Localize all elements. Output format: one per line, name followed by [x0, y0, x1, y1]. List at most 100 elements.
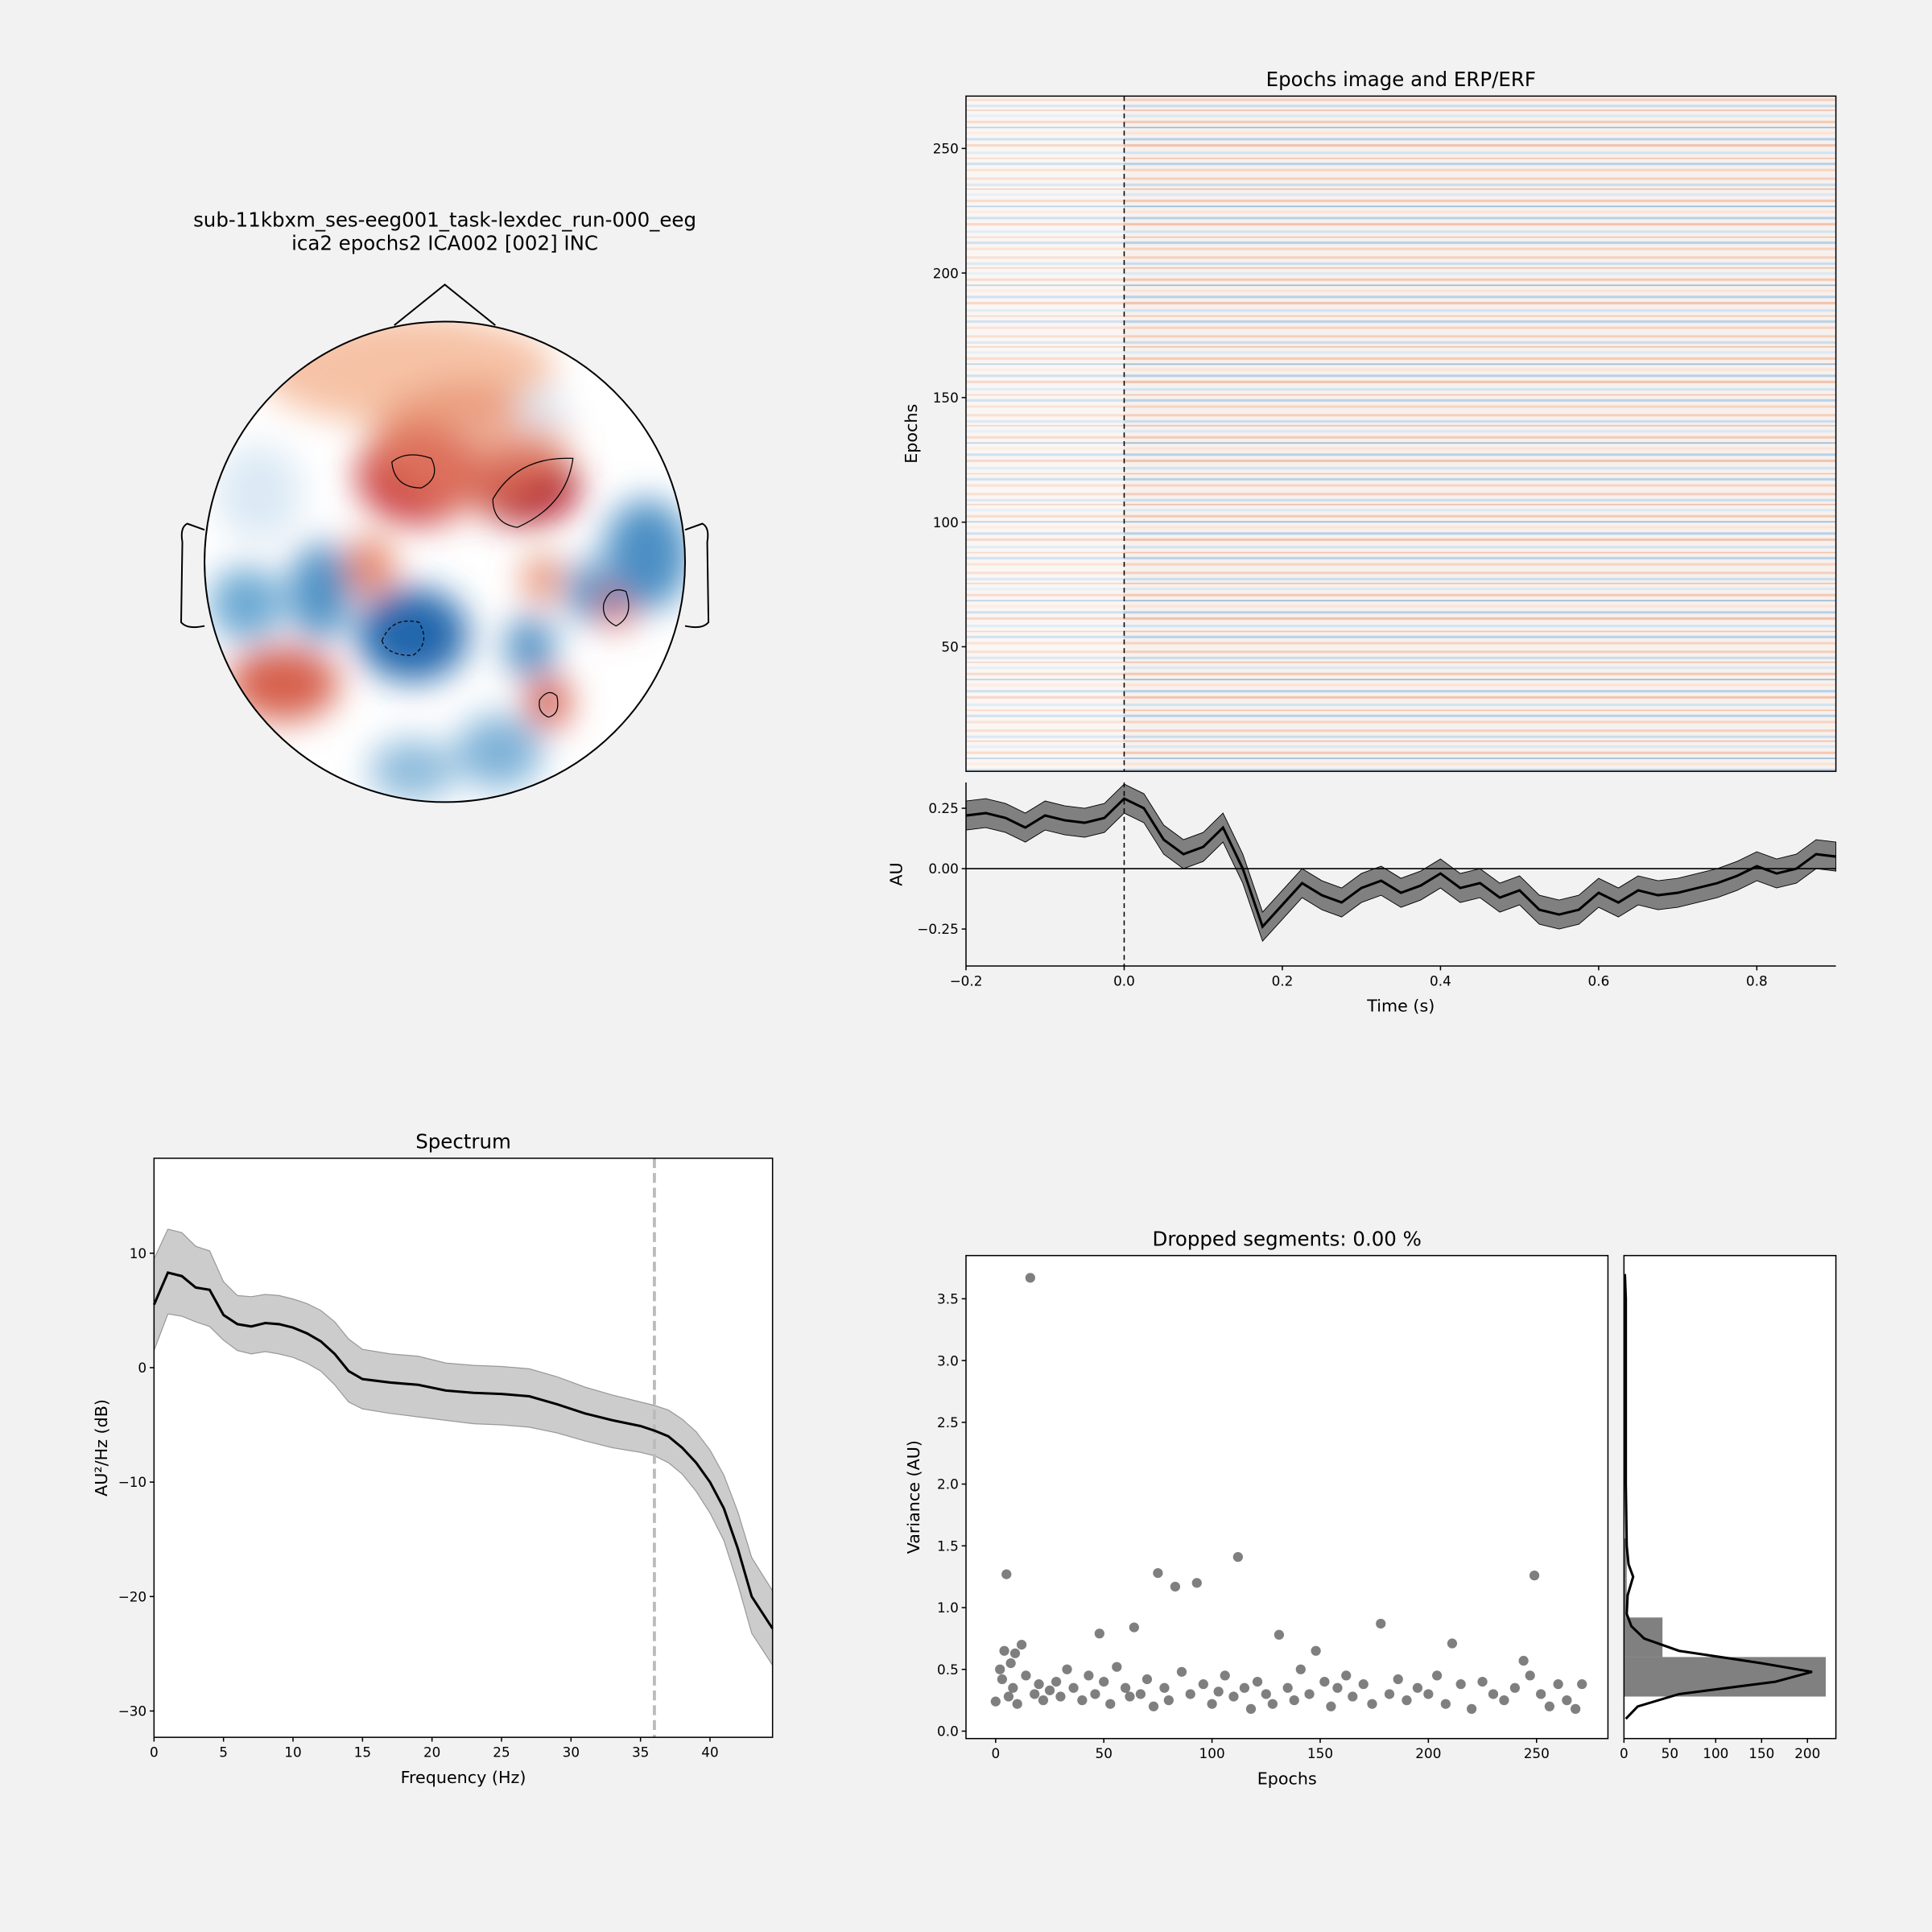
x-tick-label: 0 — [150, 1744, 159, 1761]
x-tick-label: 15 — [354, 1744, 371, 1761]
axes-title: Spectrum — [415, 1130, 511, 1154]
point — [1207, 1699, 1217, 1709]
point — [1176, 1666, 1187, 1677]
point — [1008, 1682, 1018, 1693]
y-tick-label: −10 — [118, 1474, 147, 1490]
y-tick-label: 0.00 — [928, 861, 958, 877]
topomap-title: ica2 epochs2 ICA002 [002] INC — [291, 232, 598, 255]
x-tick-label: 0.6 — [1588, 972, 1610, 989]
point — [1213, 1686, 1224, 1697]
point — [1153, 1567, 1163, 1579]
point — [1232, 1551, 1243, 1563]
kde-line — [1623, 1274, 1813, 1720]
point — [1402, 1695, 1412, 1706]
y-tick-label: 0.5 — [937, 1662, 959, 1678]
x-tick-label: 0 — [1620, 1745, 1629, 1761]
point — [1455, 1679, 1466, 1690]
point — [1536, 1689, 1546, 1699]
y-tick-label: 250 — [933, 141, 959, 157]
x-tick-label: 10 — [284, 1744, 301, 1761]
axes-title: Epochs image and ERP/ERF — [1266, 68, 1536, 91]
point — [1220, 1670, 1230, 1681]
point — [1055, 1691, 1066, 1702]
point — [990, 1696, 1001, 1707]
x-tick-label: 30 — [563, 1744, 580, 1761]
point — [1488, 1689, 1499, 1699]
point — [1562, 1695, 1572, 1706]
point — [1431, 1670, 1443, 1681]
spine — [153, 1158, 774, 1738]
x-tick-label: 150 — [1307, 1745, 1333, 1761]
point — [1252, 1676, 1263, 1687]
epochs-image-baseline — [966, 96, 1124, 772]
y-axis-label: AU²/Hz (dB) — [92, 1399, 111, 1496]
y-axis-label: Variance (AU) — [904, 1440, 923, 1554]
hist-bar — [1624, 1578, 1627, 1618]
point — [1553, 1679, 1563, 1690]
x-tick-label: 200 — [1415, 1745, 1441, 1761]
point — [1099, 1676, 1109, 1687]
point — [995, 1664, 1005, 1674]
x-axis-label: Epochs — [1257, 1769, 1317, 1788]
topomap-title: sub-11kbxm_ses-eeg001_task-lexdec_run-00… — [193, 208, 696, 232]
right-ear — [684, 522, 710, 629]
y-tick-label: 150 — [933, 390, 959, 406]
point — [1311, 1645, 1321, 1656]
point — [1274, 1629, 1285, 1640]
y-tick-label: 1.5 — [937, 1538, 959, 1554]
point — [1163, 1695, 1174, 1706]
point — [1245, 1703, 1257, 1714]
x-axis-label: Frequency (Hz) — [401, 1768, 526, 1787]
point — [1571, 1703, 1581, 1714]
point — [1466, 1703, 1477, 1714]
y-tick-label: 200 — [933, 265, 959, 281]
y-axis-label: AU — [886, 862, 906, 886]
axes-title: Dropped segments: 0.00 % — [1153, 1227, 1422, 1250]
point — [1367, 1699, 1377, 1709]
point — [1105, 1699, 1116, 1709]
point — [1412, 1682, 1423, 1693]
x-tick-label: 0.0 — [1113, 972, 1135, 989]
point — [1025, 1273, 1035, 1283]
hist-bar — [1624, 1538, 1627, 1579]
x-tick-label: 200 — [1794, 1745, 1820, 1761]
point — [1282, 1682, 1293, 1693]
y-tick-label: 0.0 — [937, 1724, 959, 1740]
point — [1009, 1648, 1021, 1658]
point — [1003, 1691, 1014, 1702]
spine — [1623, 1254, 1837, 1740]
y-tick-label: −20 — [118, 1588, 147, 1604]
point — [1384, 1689, 1395, 1699]
point — [1477, 1676, 1488, 1687]
point — [1319, 1676, 1330, 1687]
x-tick-label: 0 — [991, 1745, 1000, 1761]
nose — [394, 283, 496, 326]
x-tick-label: 100 — [1199, 1745, 1225, 1761]
y-tick-label: 2.0 — [937, 1476, 959, 1492]
point — [1289, 1695, 1299, 1706]
point — [1141, 1674, 1153, 1685]
x-tick-label: 35 — [632, 1744, 649, 1761]
x-axis-label: Time (s) — [1366, 997, 1435, 1016]
y-tick-label: 0 — [138, 1360, 147, 1376]
point — [1090, 1689, 1100, 1699]
mean-line — [152, 1271, 774, 1629]
point — [997, 1674, 1008, 1685]
point — [1341, 1670, 1352, 1681]
point — [1005, 1657, 1016, 1669]
y-tick-label: 3.0 — [937, 1352, 959, 1368]
point — [1509, 1682, 1520, 1693]
y-tick-label: 10 — [130, 1245, 147, 1261]
plot-area — [966, 1255, 1608, 1739]
point — [1525, 1670, 1535, 1681]
point — [1148, 1701, 1159, 1711]
point — [1191, 1578, 1202, 1588]
x-tick-label: 40 — [701, 1744, 718, 1761]
point — [1358, 1679, 1368, 1690]
point — [1034, 1679, 1044, 1690]
x-tick-label: 50 — [1662, 1745, 1678, 1761]
x-tick-label: 150 — [1748, 1745, 1774, 1761]
point — [1261, 1689, 1271, 1699]
point — [1159, 1682, 1170, 1693]
